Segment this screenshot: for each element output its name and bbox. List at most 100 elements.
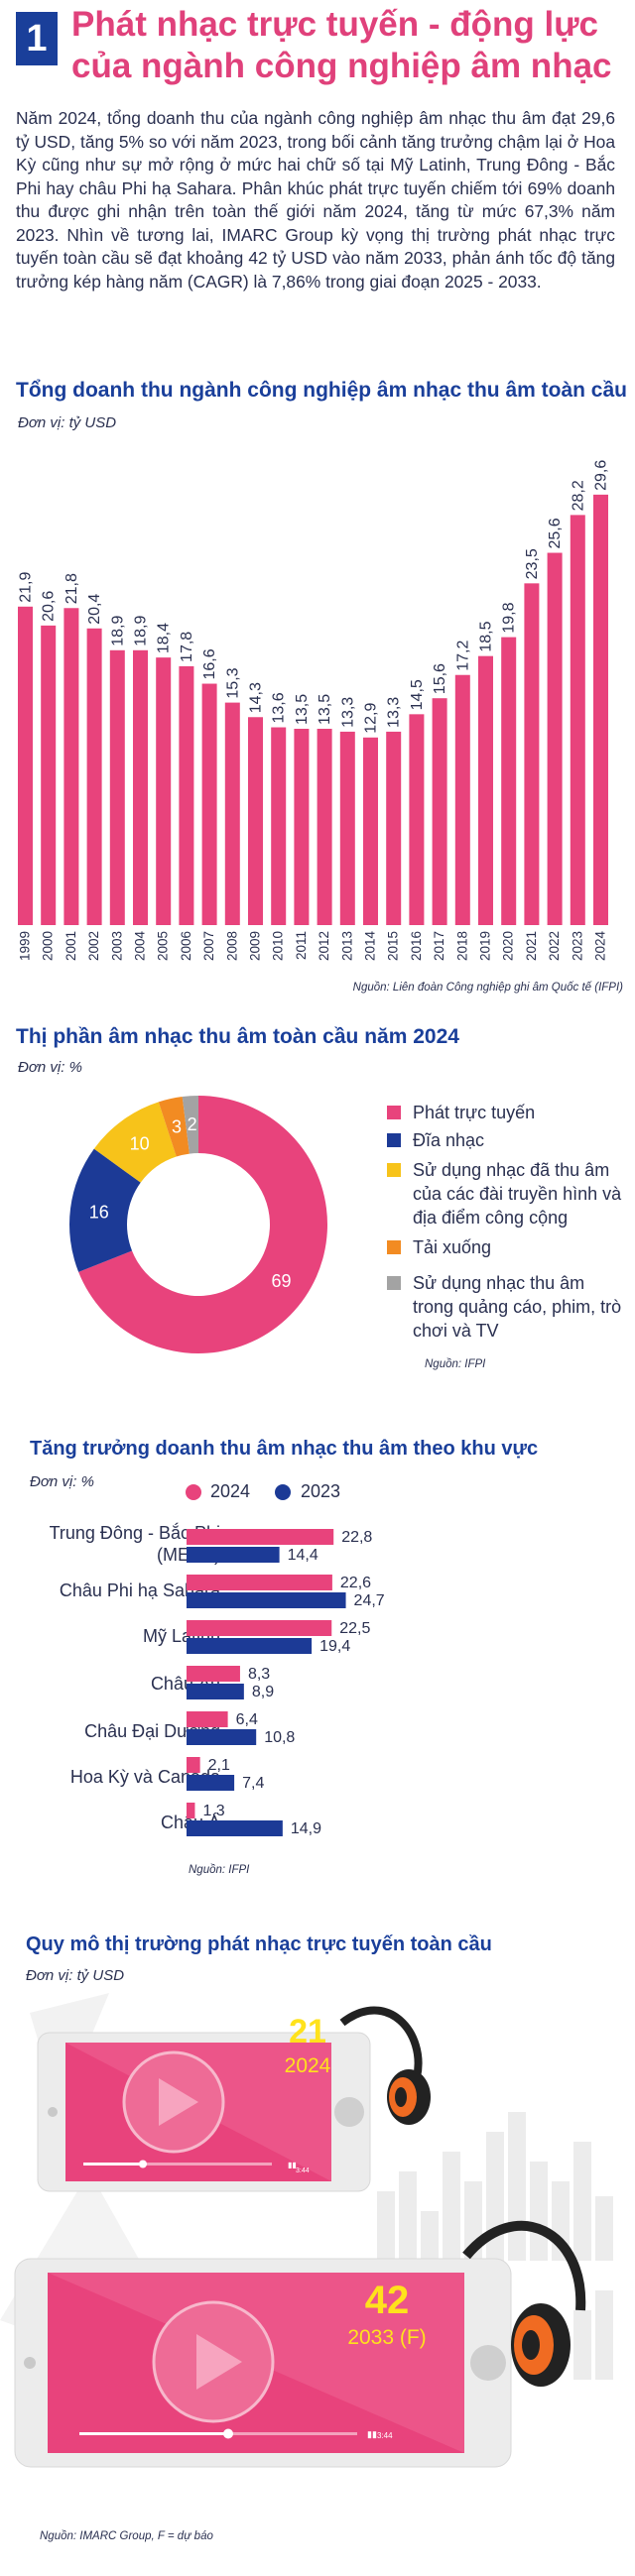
legend-swatch — [387, 1276, 401, 1290]
revenue-year-label: 2001 — [64, 931, 78, 961]
revenue-value-label: 19,8 — [501, 602, 518, 633]
legend-dot-2024 — [186, 1484, 201, 1500]
region-value-label: 6,4 — [236, 1711, 258, 1728]
market-size-illustration: ▮▮ ▮▮ — [0, 1993, 613, 2468]
region-chart-source: Nguồn: IFPI — [189, 1864, 250, 1876]
revenue-bar — [271, 727, 287, 925]
revenue-year-label: 2022 — [547, 931, 562, 961]
donut-slice — [78, 1096, 327, 1353]
phone-2: ▮▮ — [14, 2220, 586, 2468]
share-donut-chart: 69 16 10 3 2 — [68, 1096, 327, 1353]
region-value-label: 14,4 — [288, 1547, 318, 1564]
donut-value-label: 3 — [172, 1116, 182, 1136]
revenue-bar — [248, 717, 263, 925]
legend-item-physical: Đĩa nhạc — [387, 1128, 630, 1152]
revenue-chart-source: Nguồn: Liên đoàn Công nghiệp ghi âm Quốc… — [352, 982, 623, 994]
legend-swatch — [387, 1133, 401, 1147]
revenue-bar — [524, 583, 540, 925]
revenue-bar — [224, 702, 240, 925]
region-bar-2023 — [187, 1729, 257, 1745]
revenue-bar — [432, 698, 447, 925]
revenue-year-label: 2021 — [524, 931, 539, 961]
revenue-value-label: 16,6 — [201, 648, 218, 679]
revenue-bar — [294, 729, 310, 925]
donut-value-label: 69 — [272, 1271, 292, 1291]
legend-swatch — [387, 1106, 401, 1119]
region-value-label: 22,5 — [339, 1620, 370, 1637]
equalizer-bars — [377, 2112, 613, 2380]
revenue-bar — [201, 683, 217, 925]
region-bar-2023 — [187, 1638, 313, 1654]
phone-1: ▮▮ — [37, 2006, 431, 2192]
revenue-year-label: 2006 — [179, 931, 193, 961]
revenue-year-label: 2008 — [224, 931, 239, 961]
revenue-year-label: 2015 — [386, 931, 401, 961]
region-bar-chart: 22,8 14,4 22,624,7 22,519,4 8,38,9 6,4 10,8 2,1… — [187, 1529, 385, 1837]
revenue-bar — [478, 655, 493, 925]
region-bar-2023 — [187, 1547, 280, 1563]
region-value-label: 24,7 — [354, 1592, 385, 1609]
revenue-bar — [156, 657, 172, 925]
revenue-value-label: 17,2 — [454, 640, 471, 670]
revenue-year-label: 2000 — [41, 931, 56, 961]
revenue-chart-unit: Đơn vị: tỷ USD — [18, 414, 117, 431]
legend-item-downloads: Tải xuống — [387, 1235, 630, 1259]
revenue-bar — [339, 731, 355, 925]
region-bar-2023 — [187, 1820, 283, 1836]
region-chart-unit: Đơn vị: % — [30, 1473, 94, 1490]
revenue-bar — [18, 606, 33, 925]
region-bar-2023 — [187, 1684, 244, 1699]
revenue-bar — [317, 729, 332, 925]
revenue-year-label: 2019 — [478, 931, 493, 961]
revenue-value-label: 18,5 — [478, 621, 495, 651]
region-value-label: 1,3 — [202, 1803, 224, 1819]
region-bar-2024 — [187, 1757, 200, 1773]
revenue-value-label: 21,9 — [18, 572, 35, 603]
region-bar-2023 — [187, 1775, 235, 1791]
share-chart-source: Nguồn: IFPI — [425, 1358, 486, 1370]
revenue-bar — [593, 494, 608, 925]
player-time: 3:44 — [377, 2431, 393, 2440]
region-value-label: 7,4 — [242, 1775, 264, 1792]
revenue-year-label: 2005 — [156, 931, 171, 961]
legend-swatch — [387, 1163, 401, 1177]
legend-label: Tải xuống — [413, 1237, 492, 1257]
revenue-value-label: 18,9 — [109, 616, 126, 646]
legend-label-2024: 2024 — [210, 1481, 251, 1501]
revenue-value-label: 13,5 — [317, 694, 333, 725]
revenue-value-label: 21,8 — [64, 573, 80, 604]
revenue-bar-chart: 21,9 1999 20,6 2000 21,8 2001 20,4 2002 18,9 2003… — [18, 460, 610, 962]
revenue-bar — [109, 649, 125, 925]
market-value-2024: 21 — [289, 2013, 326, 2050]
revenue-year-label: 2017 — [432, 931, 446, 961]
revenue-value-label: 29,6 — [593, 460, 610, 491]
revenue-year-label: 2010 — [271, 931, 286, 961]
player-time: 3:44 — [296, 2167, 310, 2174]
legend-label: Phát trực tuyến — [413, 1103, 536, 1122]
revenue-value-label: 18,9 — [133, 616, 150, 646]
donut-slice — [68, 1148, 141, 1272]
revenue-year-label: 2009 — [248, 931, 263, 961]
revenue-value-label: 13,3 — [386, 697, 403, 728]
revenue-year-label: 2012 — [317, 931, 331, 961]
intro-paragraph: Năm 2024, tổng doanh thu của ngành công … — [16, 108, 615, 292]
donut-slice — [93, 1102, 177, 1183]
revenue-year-label: 2002 — [86, 931, 101, 961]
region-value-label: 22,8 — [341, 1529, 372, 1546]
region-bar-2023 — [187, 1592, 346, 1608]
section-number-badge: 1 — [16, 12, 58, 65]
revenue-bar — [86, 628, 102, 925]
region-bar-2024 — [187, 1666, 240, 1682]
revenue-year-label: 2023 — [570, 931, 584, 961]
revenue-value-label: 18,4 — [156, 623, 173, 653]
revenue-year-label: 2013 — [339, 931, 354, 961]
revenue-value-label: 17,8 — [179, 632, 195, 662]
legend-label: Đĩa nhạc — [413, 1130, 485, 1150]
donut-value-label: 10 — [130, 1133, 150, 1153]
legend-item-sync: Sử dụng nhạc thu âm trong quảng cáo, phi… — [387, 1271, 630, 1343]
region-value-label: 19,4 — [319, 1638, 350, 1655]
revenue-year-label: 2024 — [593, 931, 608, 962]
market-year-2033: 2033 (F) — [347, 2326, 427, 2349]
revenue-bar — [64, 608, 79, 925]
market-size-unit: Đơn vị: tỷ USD — [26, 1967, 125, 1984]
